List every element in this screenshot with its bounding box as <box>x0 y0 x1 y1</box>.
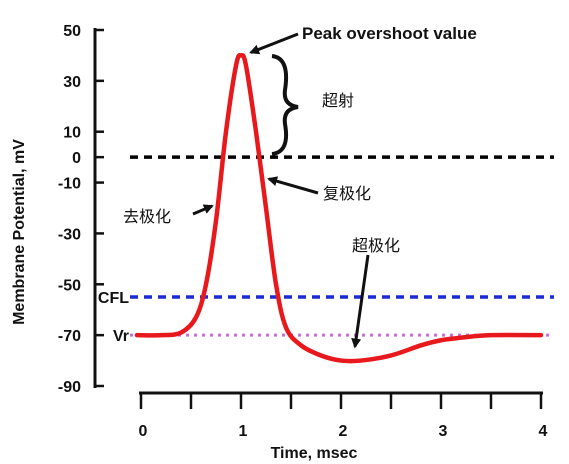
y-tick-label: -10 <box>58 176 81 193</box>
y-tick-label: 50 <box>63 23 81 40</box>
annotation-repolarization: 复极化 <box>323 184 371 203</box>
x-tick-label: 4 <box>539 423 548 440</box>
x-tick-label: 1 <box>239 423 248 440</box>
x-tick-label: 0 <box>139 423 148 440</box>
annotation-overshoot: 超射 <box>322 91 354 110</box>
annotation-depolarization: 去极化 <box>123 207 171 226</box>
annotation-peak: Peak overshoot value <box>302 24 477 43</box>
y-tick-label: 10 <box>63 125 81 142</box>
y-tick-label: -70 <box>58 328 81 345</box>
reference-line-label: CFL <box>98 290 129 307</box>
y-tick-label: -90 <box>58 379 81 396</box>
y-axis-title: Membrane Potential, mV <box>11 139 28 325</box>
overshoot-brace <box>272 56 298 154</box>
arrow-hyperpolarization <box>355 255 368 347</box>
arrow-depolarization <box>193 206 212 214</box>
reference-line-label: Vr <box>113 328 129 345</box>
y-tick-label: 30 <box>63 74 81 91</box>
arrow-peak <box>251 34 298 52</box>
x-tick-label: 2 <box>339 423 348 440</box>
x-axis-title: Time, msec <box>271 445 358 462</box>
annotation-hyperpolarization: 超极化 <box>352 236 400 255</box>
y-tick-label: -30 <box>58 226 81 243</box>
arrow-repolarization <box>269 179 318 193</box>
x-tick-label: 3 <box>439 423 448 440</box>
y-tick-label: 0 <box>72 150 81 167</box>
y-tick-label: -50 <box>58 277 81 294</box>
